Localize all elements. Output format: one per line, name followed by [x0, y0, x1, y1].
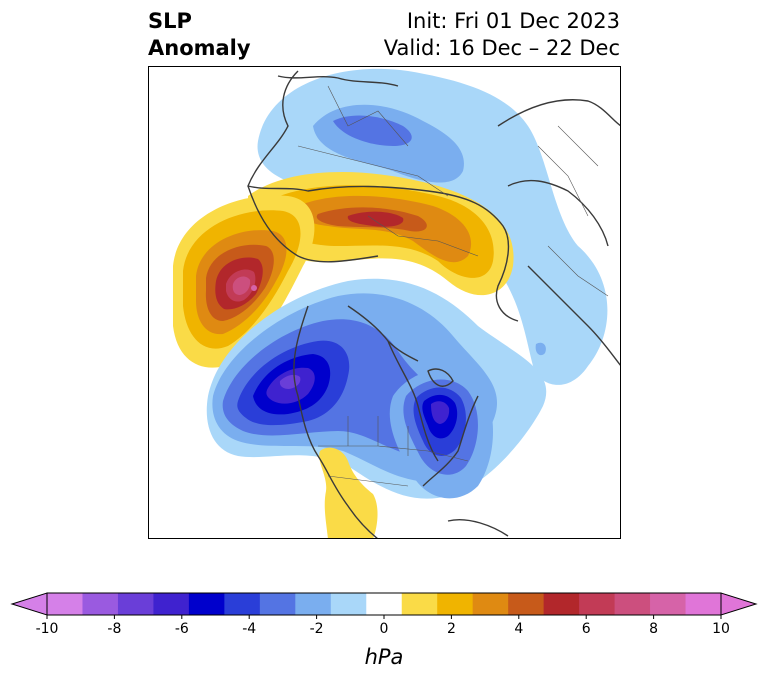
plot-title-right: Init: Fri 01 Dec 2023 Valid: 16 Dec – 22…: [384, 8, 620, 62]
colorbar-swatch: [330, 593, 367, 615]
colorbar-swatch: [401, 593, 438, 615]
colorbar-swatch: [366, 593, 403, 615]
colorbar-swatch: [117, 593, 154, 615]
colorbar-swatch: [579, 593, 616, 615]
colorbar-tick-label: -2: [310, 621, 324, 637]
pacific-positive-anomaly: [173, 195, 315, 368]
title-variable: SLP: [148, 9, 192, 33]
colorbar-tick-label: -10: [36, 621, 59, 637]
plot-title-left: SLP Anomaly: [148, 8, 251, 62]
colorbar: -10 -8 -6 -4 -2 0 2 4 6 8 10: [10, 592, 758, 637]
colorbar-extend-max: [720, 592, 758, 616]
colorbar-swatch: [614, 593, 651, 615]
arctic-positive-anomaly: [248, 172, 514, 296]
colorbar-swatch: [508, 593, 545, 615]
colorbar-swatch: [472, 593, 509, 615]
title-subvariable: Anomaly: [148, 36, 251, 60]
slp-anomaly-map: [148, 66, 621, 539]
colorbar-swatch: [82, 593, 119, 615]
colorbar-tick-label: 4: [514, 621, 523, 637]
colorbar-swatch: [437, 593, 474, 615]
colorbar-swatch: [47, 593, 83, 615]
colorbar-tick-label: 0: [380, 621, 389, 637]
colorbar-swatch: [685, 593, 722, 615]
europe-negative-anomaly: [257, 68, 608, 385]
colorbar-swatch: [543, 593, 580, 615]
colorbar-swatch: [153, 593, 190, 615]
colorbar-tick-label: -8: [107, 621, 121, 637]
colorbar-swatch: [188, 593, 225, 615]
colorbar-tick-label: -6: [175, 621, 189, 637]
colorbar-tick-label: -4: [242, 621, 256, 637]
borders: [297, 85, 609, 487]
colorbar-units: hPa: [364, 645, 404, 669]
coastlines: [247, 70, 621, 539]
colorbar-tick-label: 2: [447, 621, 456, 637]
colorbar-swatch: [224, 593, 261, 615]
colorbar-tick-label: 8: [649, 621, 658, 637]
colorbar-extend-min: [10, 592, 48, 616]
colorbar-swatch: [259, 593, 296, 615]
colorbar-tick-label: 10: [712, 621, 730, 637]
init-date: Init: Fri 01 Dec 2023: [406, 9, 620, 33]
colorbar-swatch: [295, 593, 332, 615]
valid-range: Valid: 16 Dec – 22 Dec: [383, 36, 620, 60]
colorbar-tick-label: 6: [582, 621, 591, 637]
colorbar-swatch: [650, 593, 687, 615]
southern-usa-positive-anomaly: [319, 447, 378, 539]
